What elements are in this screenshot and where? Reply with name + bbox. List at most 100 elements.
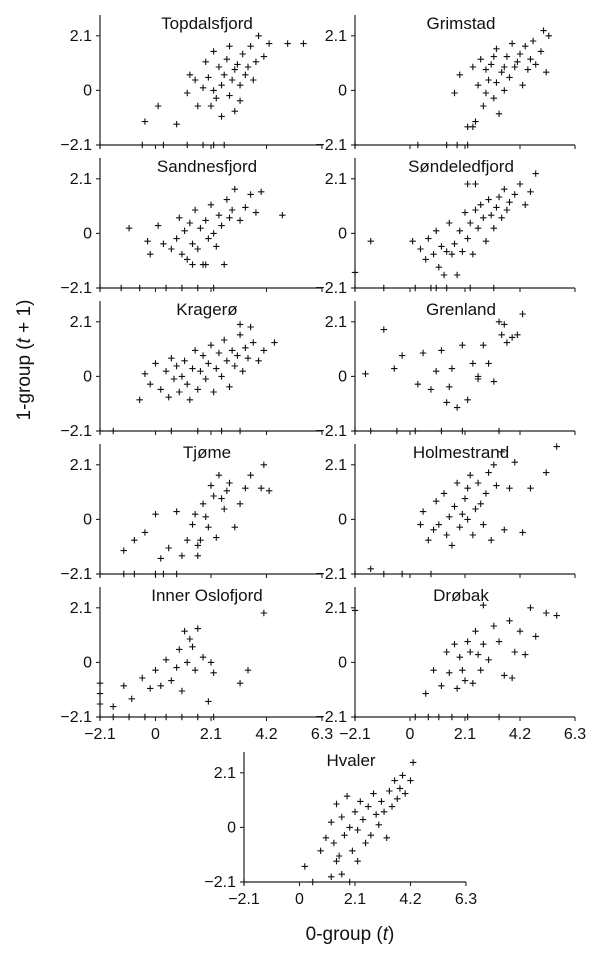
data-point bbox=[419, 349, 427, 357]
data-point bbox=[215, 212, 223, 219]
data-point bbox=[231, 186, 238, 193]
data-point bbox=[443, 531, 450, 539]
data-point bbox=[131, 537, 138, 544]
data-point bbox=[412, 713, 419, 721]
x-tick-label: 6.3 bbox=[564, 726, 586, 743]
x-tick-label: 0 bbox=[295, 891, 304, 908]
data-point bbox=[412, 427, 419, 435]
data-point bbox=[271, 339, 278, 346]
data-point bbox=[242, 485, 249, 492]
data-point bbox=[317, 847, 324, 854]
data-point bbox=[176, 388, 183, 396]
data-point bbox=[213, 243, 220, 250]
data-point bbox=[202, 375, 209, 383]
data-point bbox=[464, 141, 471, 149]
data-point bbox=[250, 339, 257, 346]
data-point bbox=[199, 352, 207, 359]
data-point bbox=[258, 188, 265, 195]
data-point bbox=[417, 521, 424, 528]
data-point bbox=[487, 212, 495, 219]
data-point bbox=[516, 180, 524, 188]
data-point bbox=[461, 495, 469, 502]
data-point bbox=[430, 526, 437, 533]
data-point bbox=[300, 40, 307, 47]
data-point bbox=[236, 331, 244, 338]
data-point bbox=[398, 352, 406, 359]
data-point bbox=[451, 240, 458, 247]
data-point bbox=[147, 251, 154, 258]
data-point bbox=[110, 713, 117, 721]
y-tick-label: 2.1 bbox=[325, 171, 347, 188]
data-point bbox=[205, 524, 212, 531]
data-point bbox=[178, 284, 186, 292]
y-tick-label: 0 bbox=[338, 225, 347, 242]
data-point bbox=[173, 121, 180, 128]
data-point bbox=[242, 344, 249, 351]
data-point bbox=[351, 269, 359, 276]
data-point bbox=[391, 777, 398, 784]
y-tick-label: 0 bbox=[338, 82, 347, 99]
data-point bbox=[139, 141, 146, 149]
data-point bbox=[284, 40, 291, 47]
y-tick-label: 0 bbox=[83, 368, 92, 385]
y-tick-label: −2.1 bbox=[60, 280, 92, 297]
data-point bbox=[199, 84, 207, 91]
data-point bbox=[351, 713, 359, 721]
y-tick-label: 0 bbox=[83, 82, 92, 99]
data-point bbox=[443, 248, 450, 255]
data-point bbox=[522, 651, 529, 658]
data-point bbox=[165, 394, 172, 401]
data-point bbox=[189, 643, 196, 650]
data-point bbox=[482, 238, 490, 245]
data-point bbox=[495, 427, 503, 435]
data-point bbox=[490, 284, 498, 292]
data-point bbox=[157, 386, 164, 393]
data-point bbox=[495, 638, 503, 645]
data-point bbox=[443, 399, 450, 406]
data-point bbox=[173, 235, 180, 242]
data-point bbox=[210, 388, 217, 396]
data-point bbox=[301, 863, 308, 870]
data-point bbox=[354, 858, 361, 865]
data-point bbox=[186, 635, 194, 643]
y-tick-label: 2.1 bbox=[70, 457, 92, 474]
data-point bbox=[402, 790, 409, 797]
y-tick-label: 0 bbox=[83, 654, 92, 671]
data-point bbox=[191, 206, 199, 214]
data-point bbox=[501, 87, 508, 94]
data-point bbox=[495, 110, 503, 117]
panel-title: Grenland bbox=[426, 300, 496, 319]
data-point bbox=[228, 347, 236, 354]
data-point bbox=[480, 521, 487, 528]
data-point bbox=[194, 552, 201, 559]
data-point bbox=[451, 641, 458, 648]
data-point bbox=[435, 713, 443, 721]
y-tick-label: −2.1 bbox=[315, 137, 347, 154]
data-point bbox=[194, 102, 201, 110]
data-point bbox=[446, 513, 453, 520]
data-point bbox=[194, 245, 201, 253]
data-point bbox=[498, 214, 505, 221]
data-point bbox=[231, 524, 238, 531]
data-point bbox=[519, 82, 526, 89]
y-tick-label: −2.1 bbox=[315, 566, 347, 583]
data-point bbox=[96, 690, 104, 697]
data-point bbox=[495, 318, 503, 325]
data-point bbox=[184, 256, 191, 263]
data-point bbox=[260, 461, 268, 468]
data-point bbox=[181, 357, 188, 364]
data-point bbox=[490, 95, 498, 102]
data-point bbox=[399, 772, 406, 779]
data-point bbox=[456, 654, 463, 661]
data-point bbox=[472, 505, 479, 513]
data-point bbox=[414, 141, 422, 149]
data-point bbox=[514, 331, 521, 338]
data-point bbox=[469, 680, 477, 687]
data-point bbox=[236, 82, 244, 89]
data-point bbox=[446, 383, 453, 390]
data-point bbox=[464, 485, 471, 492]
y-tick-label: 2.1 bbox=[325, 600, 347, 617]
data-point bbox=[440, 490, 448, 497]
data-point bbox=[194, 284, 201, 292]
data-point bbox=[367, 427, 374, 435]
